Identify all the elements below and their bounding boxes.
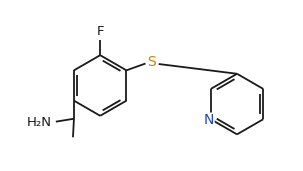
Text: F: F	[96, 25, 104, 38]
Text: H₂N: H₂N	[26, 116, 52, 129]
Text: N: N	[204, 113, 214, 127]
Text: S: S	[148, 55, 156, 69]
